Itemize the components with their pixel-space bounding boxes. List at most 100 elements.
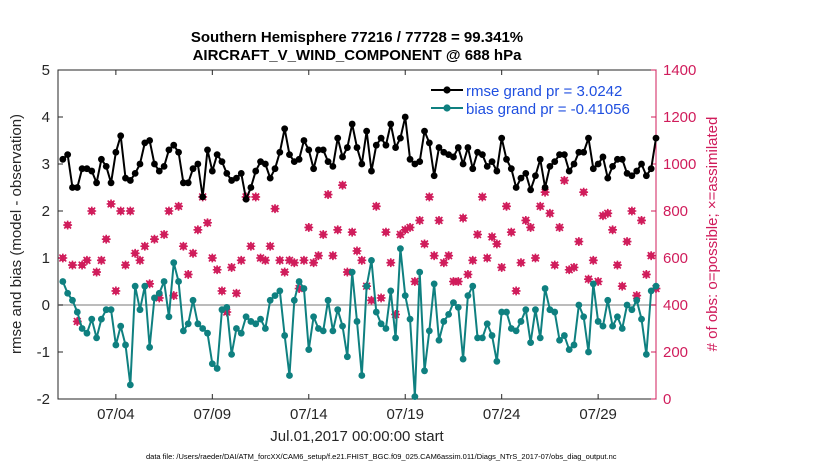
obs-assimilated-marker <box>106 199 116 209</box>
rmse-point <box>503 155 510 163</box>
rmse-point <box>464 144 472 151</box>
rmse-point <box>93 179 100 187</box>
bias-point <box>286 372 293 379</box>
rmse-point <box>532 172 539 180</box>
rmse-point <box>160 162 168 170</box>
obs-assimilated-marker <box>227 262 237 272</box>
bias-point <box>609 322 616 330</box>
rmse-point <box>155 167 163 175</box>
bias-point <box>421 367 428 375</box>
obs-assimilated-marker <box>135 255 145 265</box>
rmse-point <box>522 170 530 177</box>
bias-point <box>556 336 563 344</box>
bias-point <box>189 296 197 304</box>
obs-assimilated-marker <box>367 295 376 305</box>
rmse-point <box>334 134 342 142</box>
x-tick-label: 07/04 <box>97 406 135 423</box>
bias-point <box>252 320 260 328</box>
rmse-point <box>339 153 346 161</box>
bias-point <box>594 318 602 325</box>
rmse-point <box>517 174 525 182</box>
obs-assimilated-marker <box>207 253 217 263</box>
obs-assimilated-marker <box>154 293 164 303</box>
rmse-point <box>498 134 506 142</box>
bias-point <box>498 308 506 316</box>
bias-point <box>478 334 486 342</box>
obs-assimilated-marker <box>622 237 632 246</box>
obs-assimilated-marker <box>352 246 362 256</box>
rmse-point <box>300 137 308 144</box>
rmse-point <box>348 120 356 128</box>
rmse-point <box>493 167 501 175</box>
rmse-point <box>570 160 578 168</box>
rmse-point <box>310 165 317 173</box>
obs-assimilated-marker <box>125 206 135 216</box>
rmse-point <box>406 155 414 163</box>
bias-point <box>560 332 568 339</box>
y-axis-label: rmse and bias (model - observation) <box>8 114 25 354</box>
obs-assimilated-marker <box>545 208 555 218</box>
rmse-point <box>397 134 404 142</box>
obs-assimilated-marker <box>270 204 280 214</box>
bias-point <box>276 287 284 295</box>
rmse-point <box>286 151 293 159</box>
y-tick-label: -1 <box>37 344 50 361</box>
rmse-point <box>425 139 433 147</box>
bias-point <box>242 313 250 321</box>
obs-assimilated-marker <box>169 291 179 301</box>
rmse-point <box>69 184 76 191</box>
bias-point <box>334 306 342 314</box>
bias-point <box>638 315 645 323</box>
obs-assimilated-marker <box>444 251 454 261</box>
bias-point <box>401 292 409 299</box>
rmse-point <box>387 120 395 128</box>
obs-assimilated-marker <box>77 260 87 270</box>
obs-assimilated-marker <box>188 248 198 258</box>
rmse-point <box>642 172 650 180</box>
rmse-point <box>512 184 520 191</box>
obs-assimilated-marker <box>111 286 121 296</box>
bias-point <box>146 343 154 351</box>
bias-point <box>213 365 221 372</box>
rmse-point <box>295 155 303 163</box>
bias-point <box>392 334 399 342</box>
bias-point <box>151 294 158 302</box>
bias-point <box>353 318 361 325</box>
rmse-point <box>281 125 289 133</box>
rmse-point <box>131 170 139 177</box>
bias-point <box>368 256 375 264</box>
obs-assimilated-marker <box>381 227 391 237</box>
rmse-point <box>585 134 592 142</box>
bias-point <box>512 327 520 335</box>
y-tick-label: 4 <box>42 109 50 126</box>
rmse-point <box>589 165 597 173</box>
obs-assimilated-marker <box>434 215 444 225</box>
bias-point <box>329 327 337 335</box>
bias-point <box>459 355 467 363</box>
x-axis-ticks: 07/04 07/09 07/14 07/19 07/24 07/29 <box>97 70 617 423</box>
obs-assimilated-marker <box>535 201 545 211</box>
legend-rmse-marker <box>443 86 451 94</box>
rmse-point <box>421 127 428 135</box>
rmse-point <box>276 148 284 156</box>
obs-assimilated-marker <box>516 258 526 268</box>
obs-assimilated-marker <box>579 187 589 197</box>
y-right-tick-label: 1000 <box>663 156 696 173</box>
rmse-point <box>454 144 462 151</box>
rmse-point <box>556 151 563 159</box>
bias-point <box>155 289 163 297</box>
obs-assimilated-marker <box>265 241 275 251</box>
obs-assimilated-marker <box>280 267 290 277</box>
obs-assimilated-marker <box>477 192 487 202</box>
obs-assimilated-marker <box>309 258 319 268</box>
obs-assimilated-marker <box>203 218 212 228</box>
obs-assimilated-marker <box>612 260 622 270</box>
bias-point <box>199 325 207 332</box>
obs-assimilated-marker <box>328 251 338 261</box>
bias-point <box>261 325 269 332</box>
obs-assimilated-marker <box>318 230 328 239</box>
rmse-point <box>565 167 573 175</box>
bias-point <box>599 322 607 330</box>
obs-assimilated-marker <box>617 281 627 291</box>
rmse-point <box>483 162 491 170</box>
